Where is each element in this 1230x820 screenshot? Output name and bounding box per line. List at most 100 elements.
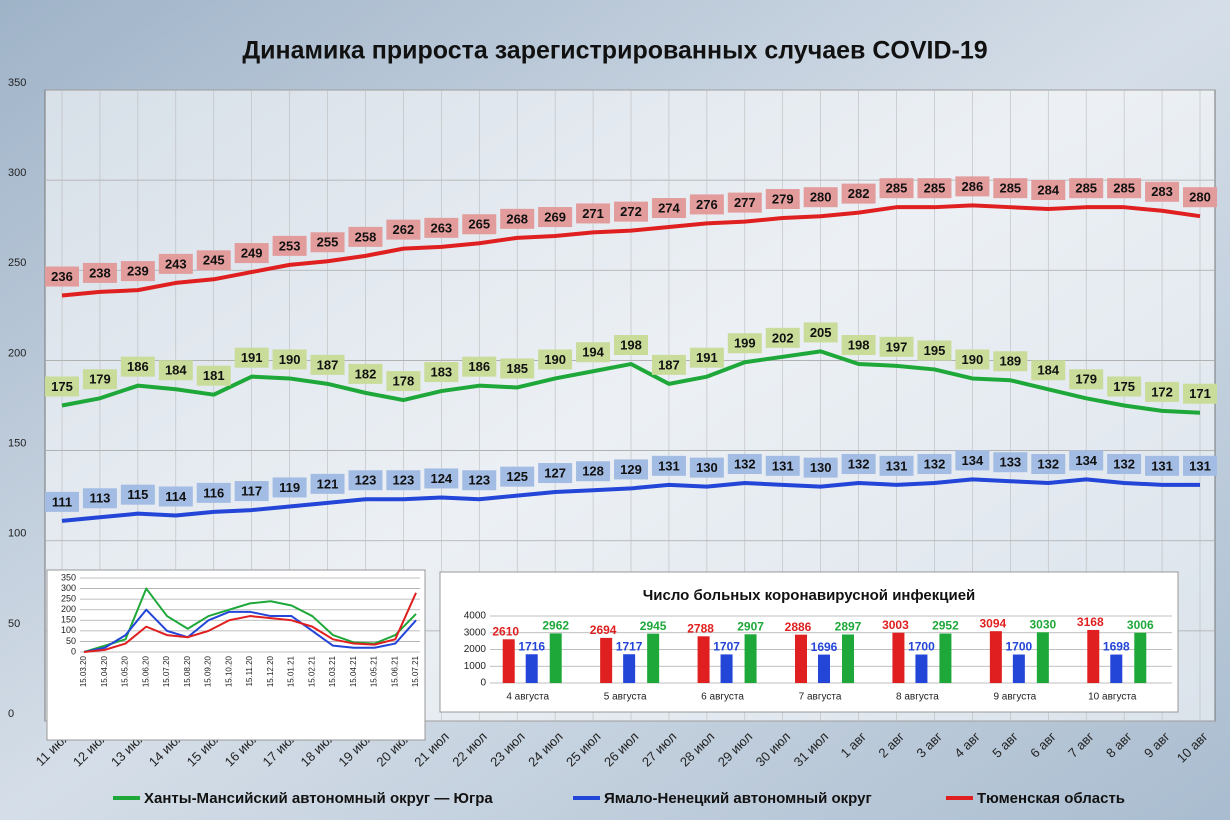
value-label-box xyxy=(234,243,269,264)
value-label: 1700 xyxy=(908,640,935,654)
value-label-box xyxy=(538,463,573,484)
value-label: 197 xyxy=(886,339,908,354)
x-tick-label: 8 августа xyxy=(896,692,939,703)
y-tick-label: 0 xyxy=(480,678,486,689)
bar xyxy=(1110,654,1123,683)
value-label: 123 xyxy=(393,473,415,488)
chart-title: Динамика прироста зарегистрированных слу… xyxy=(242,37,987,65)
value-label-box xyxy=(196,482,231,503)
value-label-box xyxy=(576,461,611,482)
value-label-box xyxy=(1107,178,1142,199)
bar xyxy=(502,639,515,683)
bar xyxy=(549,633,562,683)
value-label: 129 xyxy=(620,462,642,477)
value-label-box xyxy=(993,452,1028,473)
bar xyxy=(915,654,928,683)
legend-label: Тюменская область xyxy=(977,790,1125,807)
value-label-box xyxy=(689,347,724,368)
value-label: 198 xyxy=(620,337,642,352)
series-line xyxy=(83,608,417,653)
value-label: 3006 xyxy=(1127,618,1154,632)
value-label: 255 xyxy=(317,235,339,250)
series-line xyxy=(61,349,1201,415)
y-tick-label: 250 xyxy=(8,257,26,269)
value-label: 187 xyxy=(317,357,339,372)
value-label: 132 xyxy=(924,456,946,471)
value-label: 2907 xyxy=(737,619,764,633)
x-tick-label: 6 августа xyxy=(701,692,744,703)
value-label-box xyxy=(841,183,876,204)
value-label: 202 xyxy=(772,330,794,345)
value-label: 2962 xyxy=(542,619,569,633)
value-label: 195 xyxy=(924,343,946,358)
y-tick-label: 200 xyxy=(8,347,26,359)
value-label: 179 xyxy=(89,372,111,387)
value-label-box xyxy=(1069,369,1104,390)
value-label-box xyxy=(651,455,686,476)
value-label: 132 xyxy=(1113,456,1135,471)
x-tick-label: 15.05.21 xyxy=(370,655,379,687)
value-label: 285 xyxy=(924,181,946,196)
value-label: 285 xyxy=(1075,181,1097,196)
value-label-box xyxy=(272,477,307,498)
value-label-box xyxy=(158,360,193,381)
value-label-box xyxy=(158,486,193,507)
value-label: 265 xyxy=(468,217,490,232)
value-label-box xyxy=(689,194,724,215)
value-label: 286 xyxy=(962,179,984,194)
y-tick-label: 0 xyxy=(8,708,14,720)
value-label-box xyxy=(386,470,421,491)
value-label: 130 xyxy=(810,460,832,475)
bar xyxy=(720,654,733,683)
x-tick-label: 15.05.20 xyxy=(121,655,130,687)
value-label: 191 xyxy=(696,350,718,365)
value-label-box xyxy=(689,457,724,478)
value-label-box xyxy=(917,454,952,475)
value-label-box xyxy=(82,262,117,283)
value-label: 132 xyxy=(734,456,756,471)
bar xyxy=(892,632,905,683)
value-label: 175 xyxy=(1113,379,1135,394)
value-label-box xyxy=(1107,454,1142,475)
value-label: 133 xyxy=(999,455,1021,470)
value-label: 274 xyxy=(658,200,680,215)
bar xyxy=(818,654,830,683)
x-tick-label: 15.11.20 xyxy=(245,655,254,686)
x-tick-label: 7 августа xyxy=(799,692,842,703)
value-label: 2952 xyxy=(932,619,959,633)
y-tick-label: 1000 xyxy=(464,661,487,672)
value-label-box xyxy=(462,214,497,235)
value-label: 199 xyxy=(734,336,756,351)
bar xyxy=(744,634,757,683)
bar xyxy=(1134,632,1147,683)
value-label-box xyxy=(348,470,383,491)
y-tick-label: 350 xyxy=(61,572,76,582)
value-label-box xyxy=(1183,455,1217,476)
value-label: 258 xyxy=(355,229,377,244)
value-label-box xyxy=(651,198,686,219)
value-label-box xyxy=(1069,450,1104,471)
value-label: 285 xyxy=(1113,181,1135,196)
value-label-box xyxy=(348,226,383,247)
value-label-box xyxy=(196,250,231,271)
bar xyxy=(697,636,710,683)
x-tick-label: 15.07.21 xyxy=(411,655,420,687)
value-label-box xyxy=(614,459,648,480)
bar xyxy=(939,633,952,683)
value-label: 127 xyxy=(544,465,566,480)
value-label-box xyxy=(1031,179,1066,200)
value-label: 171 xyxy=(1189,386,1211,401)
value-label-box xyxy=(614,335,648,356)
y-tick-label: 50 xyxy=(8,618,20,630)
y-tick-label: 0 xyxy=(71,646,76,656)
value-label: 279 xyxy=(772,191,794,206)
value-label: 236 xyxy=(51,269,73,284)
value-label: 243 xyxy=(165,256,187,271)
value-label-box xyxy=(841,454,876,475)
value-label: 268 xyxy=(506,211,528,226)
y-tick-label: 50 xyxy=(66,636,76,646)
value-label: 190 xyxy=(279,352,301,367)
value-label-box xyxy=(424,468,459,489)
value-label-box xyxy=(386,371,421,392)
value-label-box xyxy=(310,232,345,253)
